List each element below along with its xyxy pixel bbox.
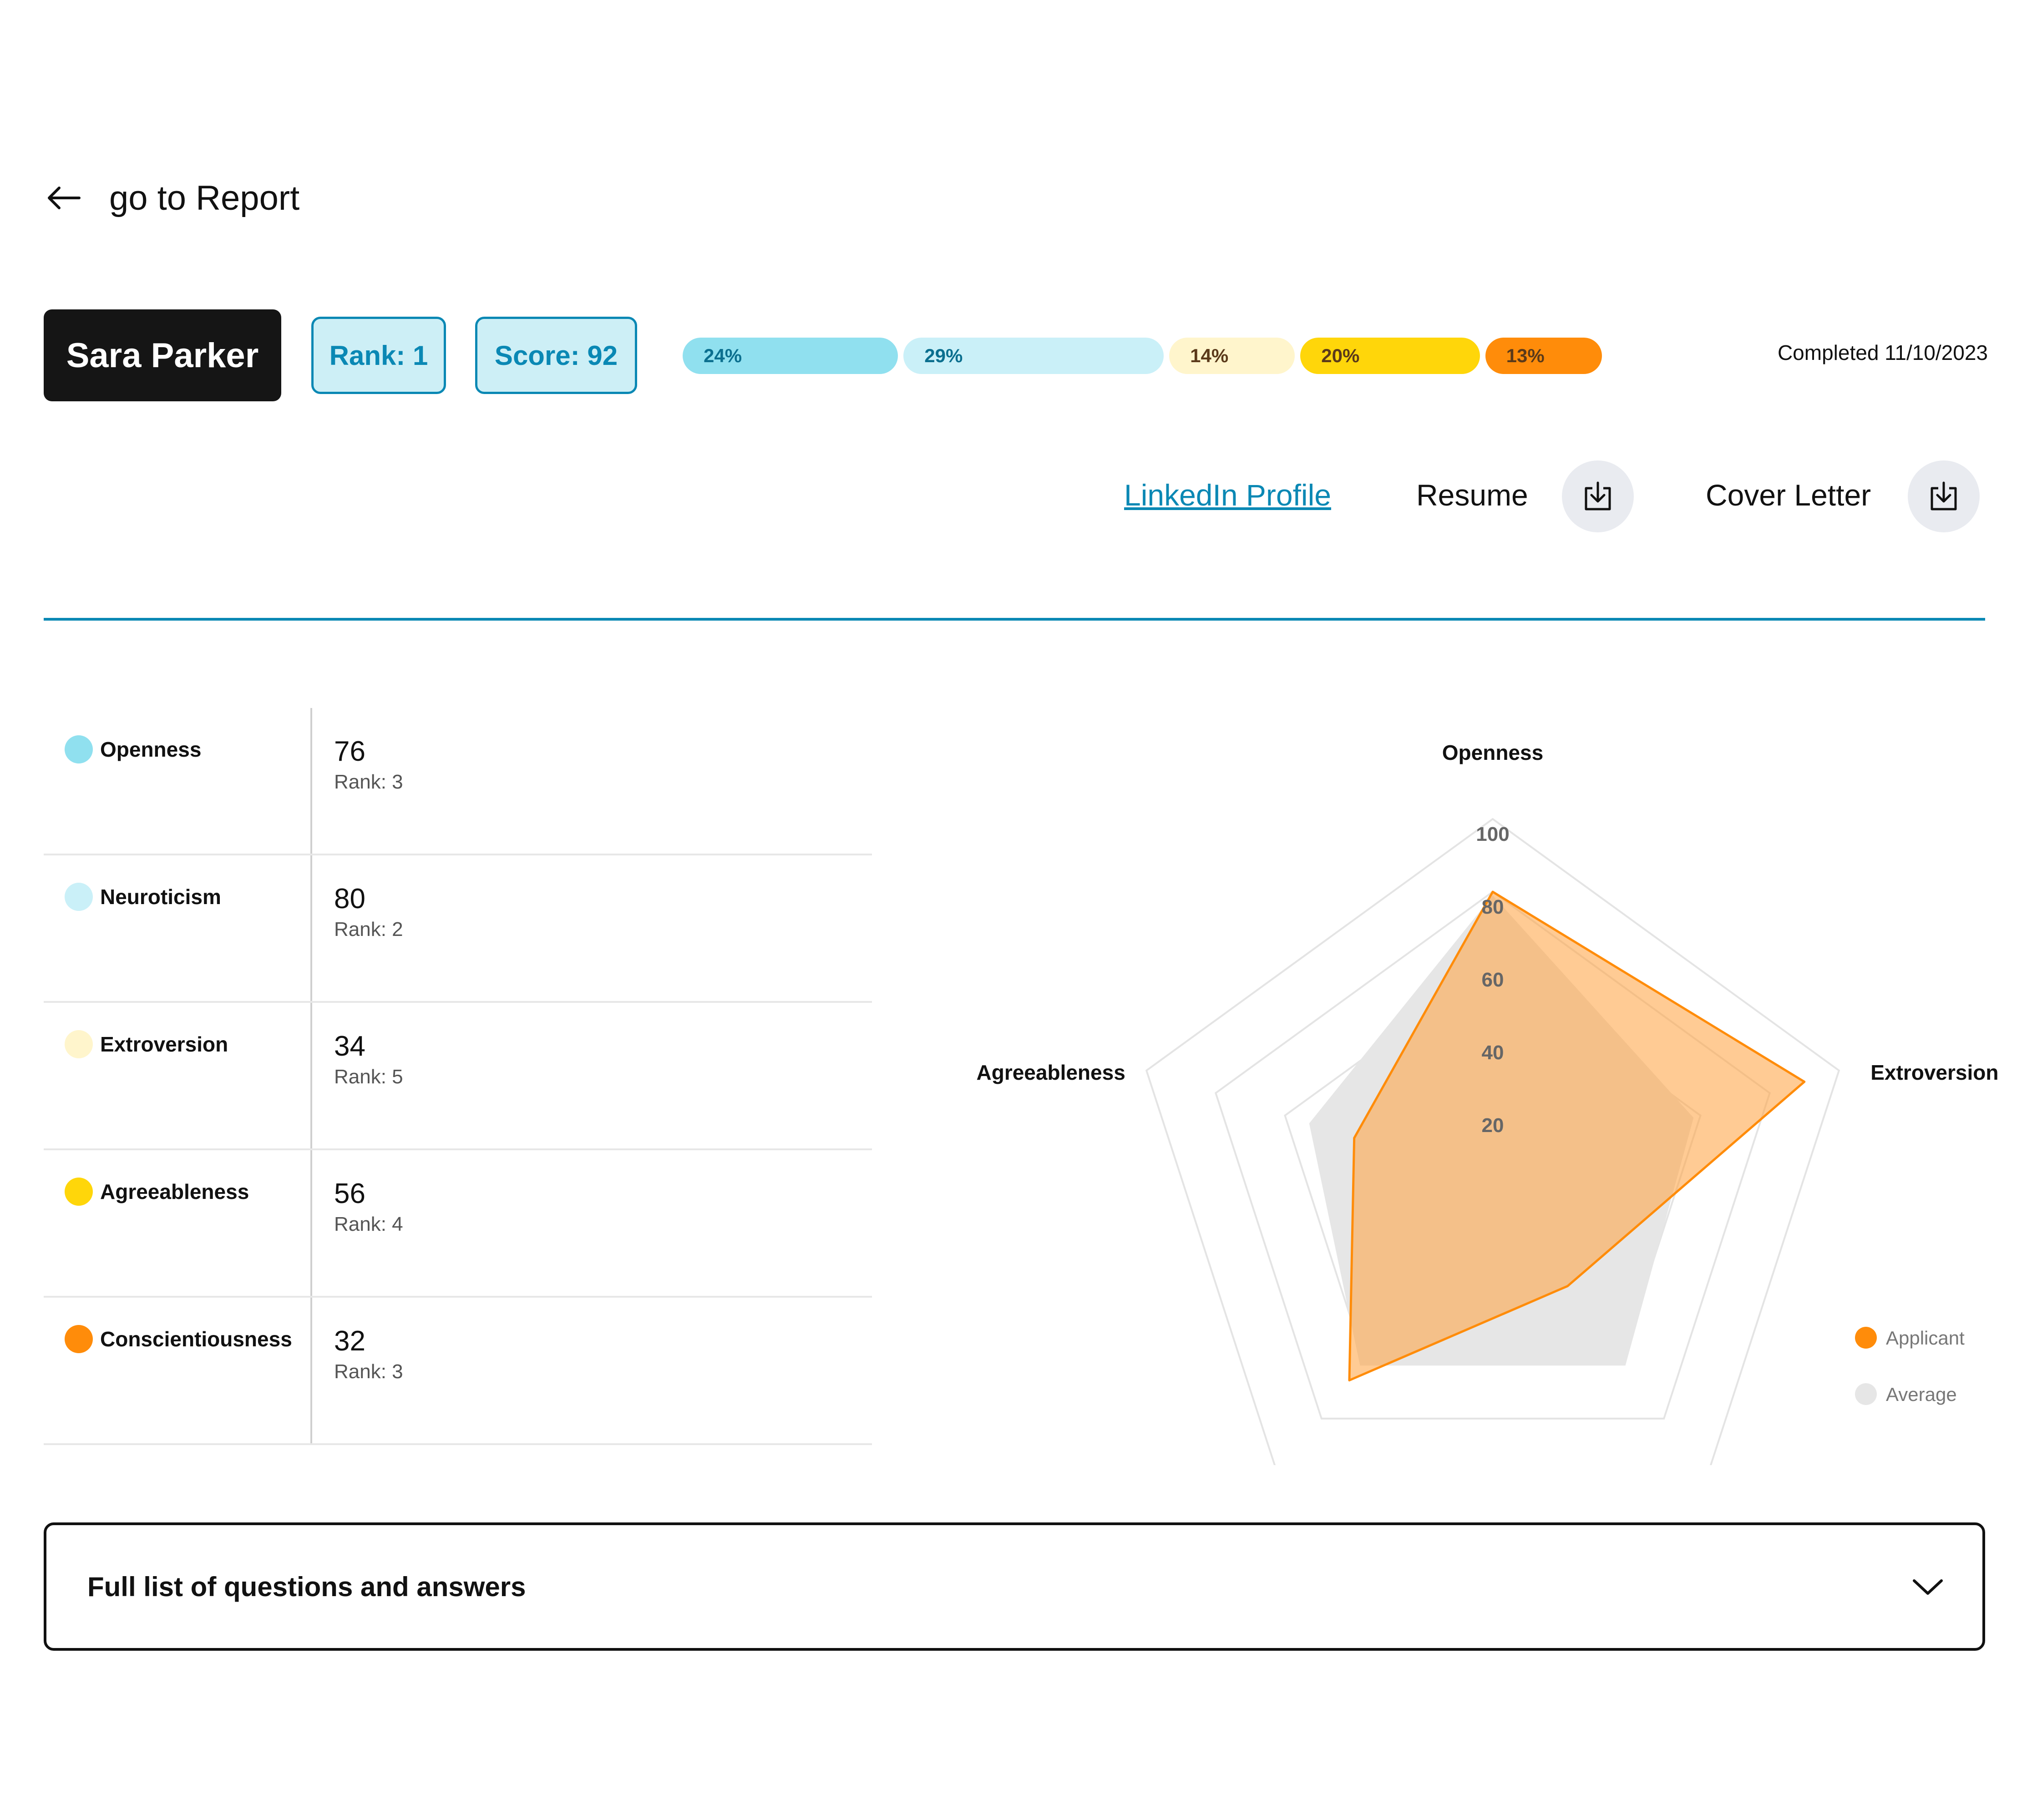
trait-score: 32: [334, 1325, 365, 1357]
resume-download-button[interactable]: [1562, 460, 1634, 532]
cover-letter-download-button[interactable]: [1908, 460, 1980, 532]
trait-name: Openness: [100, 738, 202, 761]
trait-score: 80: [334, 883, 365, 915]
section-divider: [44, 618, 1985, 621]
row-separator: [310, 1003, 312, 1148]
radar-tick-label: 60: [1482, 969, 1504, 991]
legend-label: Average: [1886, 1384, 1957, 1405]
completed-date: Completed 11/10/2023: [1777, 341, 1988, 364]
radar-axis-label: Extroversion: [1870, 1061, 1998, 1084]
chevron-down-icon[interactable]: [1910, 1575, 1946, 1598]
trait-rank: Rank: 2: [334, 918, 403, 940]
legend-swatch: [1855, 1327, 1877, 1349]
trait-color-dot: [65, 1325, 93, 1353]
traits-table: Openness 76 Rank: 3 Neuroticism 80 Rank: 2 Ext…: [44, 708, 872, 1445]
trait-row: Extroversion 34 Rank: 5: [44, 1003, 872, 1150]
trait-color-dot: [65, 1178, 93, 1206]
trait-rank: Rank: 5: [334, 1066, 403, 1088]
legend-swatch: [1855, 1383, 1877, 1405]
rank-badge: Rank: 1: [311, 317, 446, 394]
accordion-title: Full list of questions and answers: [87, 1571, 526, 1602]
back-to-report-link[interactable]: go to Report: [46, 173, 299, 223]
radar-axis-label: Agreeableness: [977, 1061, 1125, 1084]
trait-name: Conscientiousness: [100, 1327, 292, 1351]
trait-color-dot: [65, 1030, 93, 1058]
trait-rank: Rank: 3: [334, 771, 403, 793]
trait-name: Neuroticism: [100, 885, 221, 909]
radar-tick-label: 80: [1482, 896, 1504, 918]
trait-color-dot: [65, 735, 93, 763]
radar-grid-ring: [1145, 818, 1840, 1465]
cover-letter-label: Cover Letter: [1706, 478, 1871, 512]
trait-color-dot: [65, 883, 93, 911]
score-badge: Score: 92: [475, 317, 637, 394]
row-separator: [310, 1298, 312, 1443]
trait-row: Agreeableness 56 Rank: 4: [44, 1150, 872, 1298]
candidate-name: Sara Parker: [44, 309, 281, 401]
questions-accordion[interactable]: Full list of questions and answers: [44, 1522, 1985, 1651]
distribution-segment: 13%: [1485, 338, 1602, 374]
radar-tick-label: 20: [1482, 1114, 1504, 1137]
linkedin-profile-link[interactable]: LinkedIn Profile: [1124, 478, 1331, 512]
trait-row: Neuroticism 80 Rank: 2: [44, 855, 872, 1003]
row-separator: [310, 855, 312, 1001]
radar-tick-label: 100: [1476, 823, 1509, 845]
row-separator: [310, 1150, 312, 1296]
trait-score: 34: [334, 1031, 365, 1062]
resume-label: Resume: [1416, 478, 1528, 512]
trait-row: Openness 76 Rank: 3: [44, 708, 872, 855]
trait-rank: Rank: 3: [334, 1360, 403, 1383]
row-separator: [310, 708, 312, 854]
trait-name: Agreeableness: [100, 1180, 249, 1203]
distribution-segment: 29%: [903, 338, 1164, 374]
download-icon: [1585, 481, 1611, 511]
radar-series-applicant: [1348, 890, 1806, 1382]
trait-name: Extroversion: [100, 1032, 228, 1056]
distribution-segment: 20%: [1300, 338, 1480, 374]
legend-label: Applicant: [1886, 1327, 1965, 1349]
distribution-segment: 24%: [683, 338, 898, 374]
trait-rank: Rank: 4: [334, 1213, 403, 1235]
radar-tick-label: 40: [1482, 1041, 1504, 1064]
trait-row: Conscientiousness 32 Rank: 3: [44, 1298, 872, 1445]
distribution-segment: 14%: [1169, 338, 1295, 374]
back-label: go to Report: [109, 178, 300, 217]
download-icon: [1931, 481, 1957, 511]
trait-score: 76: [334, 736, 365, 767]
arrow-left-icon: [48, 187, 81, 209]
trait-score: 56: [334, 1178, 365, 1209]
radar-axis-label: Openness: [1442, 741, 1543, 764]
radar-chart: 20406080100OpennessExtroversionNeurotici…: [977, 741, 1998, 1465]
